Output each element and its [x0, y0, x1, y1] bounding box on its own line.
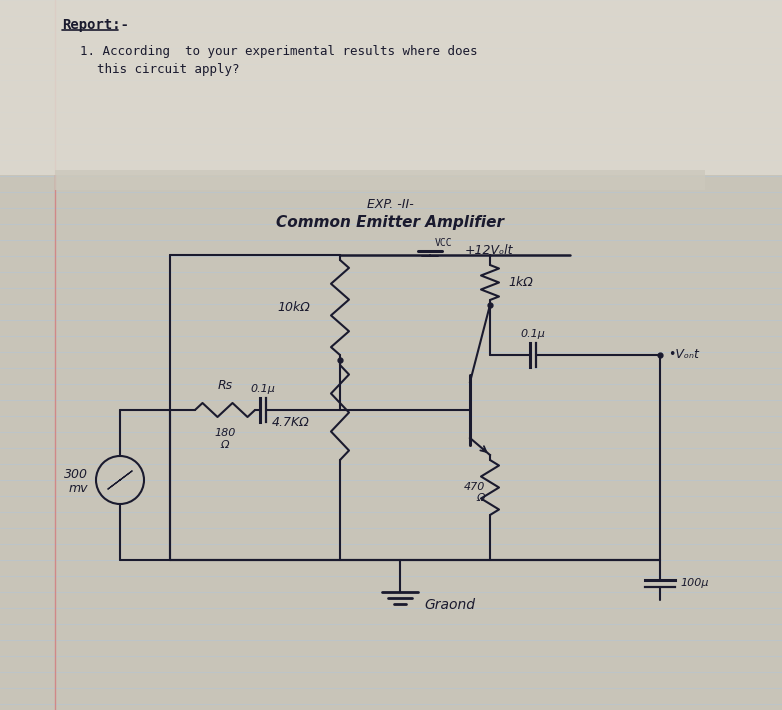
- Text: this circuit apply?: this circuit apply?: [97, 63, 239, 76]
- Text: 1. According  to your experimental results where does: 1. According to your experimental result…: [80, 45, 478, 58]
- Text: Common Emitter Amplifier: Common Emitter Amplifier: [276, 214, 504, 229]
- Text: Graond: Graond: [425, 598, 475, 612]
- Text: 0.1μ: 0.1μ: [521, 329, 545, 339]
- Text: •Vₒₙt: •Vₒₙt: [668, 349, 699, 361]
- Text: Rs: Rs: [217, 379, 232, 392]
- Text: +12Vₒlt: +12Vₒlt: [465, 244, 514, 256]
- Text: EXP. -II-: EXP. -II-: [367, 199, 414, 212]
- Text: 0.1μ: 0.1μ: [250, 384, 275, 394]
- Text: Report:-: Report:-: [62, 18, 129, 32]
- Text: Ω: Ω: [221, 440, 229, 450]
- Text: 4.7KΩ: 4.7KΩ: [272, 416, 310, 429]
- Text: VCC: VCC: [435, 238, 453, 248]
- Text: 100μ: 100μ: [680, 578, 708, 588]
- FancyBboxPatch shape: [0, 0, 782, 175]
- FancyBboxPatch shape: [55, 170, 705, 190]
- Text: 180: 180: [214, 428, 235, 438]
- Text: 1kΩ: 1kΩ: [508, 276, 533, 290]
- Text: 10kΩ: 10kΩ: [278, 301, 310, 314]
- Text: 300: 300: [64, 469, 88, 481]
- Text: 470
Ω: 470 Ω: [464, 481, 485, 503]
- Text: mv: mv: [69, 481, 88, 494]
